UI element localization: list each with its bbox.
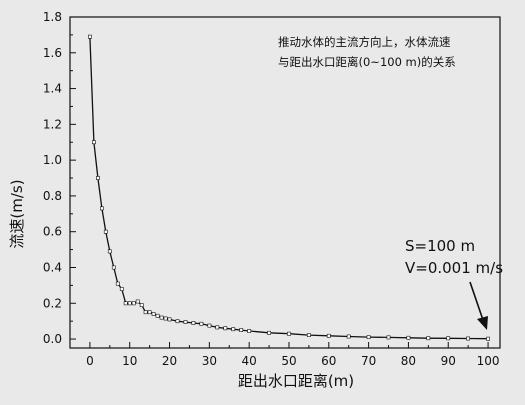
data-point <box>139 303 144 308</box>
y-tick-label: 0.8 <box>43 189 62 203</box>
x-tick-label: 30 <box>202 354 217 368</box>
data-point <box>96 176 100 180</box>
y-tick-label: 0.2 <box>43 296 62 310</box>
plot-frame <box>69 16 501 349</box>
data-point <box>466 336 471 341</box>
data-point <box>223 326 228 331</box>
y-axis: 0.0 0.2 0.4 0.6 0.8 1.0 1.2 1.4 1.6 1.8 <box>43 10 76 346</box>
data-point <box>426 336 431 341</box>
data-point <box>92 140 96 145</box>
data-point <box>127 301 132 306</box>
data-point <box>88 34 92 39</box>
data-point <box>147 310 152 315</box>
annotation-arrow-head <box>477 316 488 330</box>
data-point <box>239 328 244 333</box>
x-tick-label: 20 <box>162 354 177 368</box>
data-point <box>151 312 156 316</box>
x-tick-label: 100 <box>477 354 500 368</box>
series-points <box>88 34 491 341</box>
x-tick-label: 60 <box>321 354 336 368</box>
data-point <box>131 301 136 306</box>
y-tick-label: 1.2 <box>43 117 62 131</box>
data-point <box>100 206 104 211</box>
data-point <box>175 319 180 324</box>
x-tick-label: 70 <box>361 354 376 368</box>
data-point <box>143 310 148 315</box>
data-point <box>183 320 188 325</box>
x-axis: 0 10 20 30 40 50 60 70 80 90 100 <box>86 342 500 368</box>
data-point <box>111 265 116 270</box>
data-point <box>215 325 220 330</box>
x-axis-label: 距出水口距离(m) <box>238 372 354 390</box>
y-tick-label: 1.0 <box>43 153 62 167</box>
data-point <box>346 334 351 339</box>
data-point <box>267 330 272 335</box>
data-point <box>167 317 172 322</box>
data-point <box>306 333 311 338</box>
data-point <box>326 333 331 338</box>
y-tick-label: 1.4 <box>43 82 62 96</box>
legend-text-line-1: 推动水体的主流方向上，水体流速 <box>278 35 451 49</box>
x-tick-label: 90 <box>441 354 456 368</box>
x-tick-label: 0 <box>86 354 94 368</box>
y-tick-label: 0.6 <box>43 225 62 239</box>
data-point <box>231 327 236 332</box>
x-tick-label: 50 <box>281 354 296 368</box>
data-point <box>163 316 168 321</box>
data-point <box>199 321 204 326</box>
data-point <box>486 336 491 341</box>
data-point <box>191 321 196 325</box>
y-tick-label: 0.0 <box>43 332 62 346</box>
data-point <box>155 313 160 318</box>
data-point <box>287 331 291 336</box>
data-point <box>207 323 212 328</box>
x-tick-label: 80 <box>401 354 416 368</box>
data-point <box>107 249 112 254</box>
y-tick-label: 1.8 <box>43 10 62 24</box>
y-axis-label: 流速(m/s) <box>8 179 26 248</box>
data-point <box>123 301 128 306</box>
data-point <box>386 335 391 340</box>
y-tick-label: 1.6 <box>43 46 62 60</box>
legend-text-line-2: 与距出水口距离(0~100 m)的关系 <box>278 55 456 69</box>
data-point <box>103 229 108 234</box>
data-point <box>406 335 411 340</box>
y-tick-label: 0.4 <box>43 260 62 274</box>
data-point <box>115 281 120 286</box>
data-point <box>446 336 451 341</box>
data-point <box>159 315 164 320</box>
annotation-line-2: V=0.001 m/s <box>405 259 503 277</box>
annotation-arrow-line <box>469 281 484 321</box>
data-point <box>247 329 252 333</box>
data-point <box>135 299 140 304</box>
annotation-line-1: S=100 m <box>405 237 475 255</box>
x-tick-label: 10 <box>122 354 137 368</box>
data-point <box>119 287 124 291</box>
data-point <box>366 335 371 340</box>
x-tick-label: 40 <box>242 354 257 368</box>
